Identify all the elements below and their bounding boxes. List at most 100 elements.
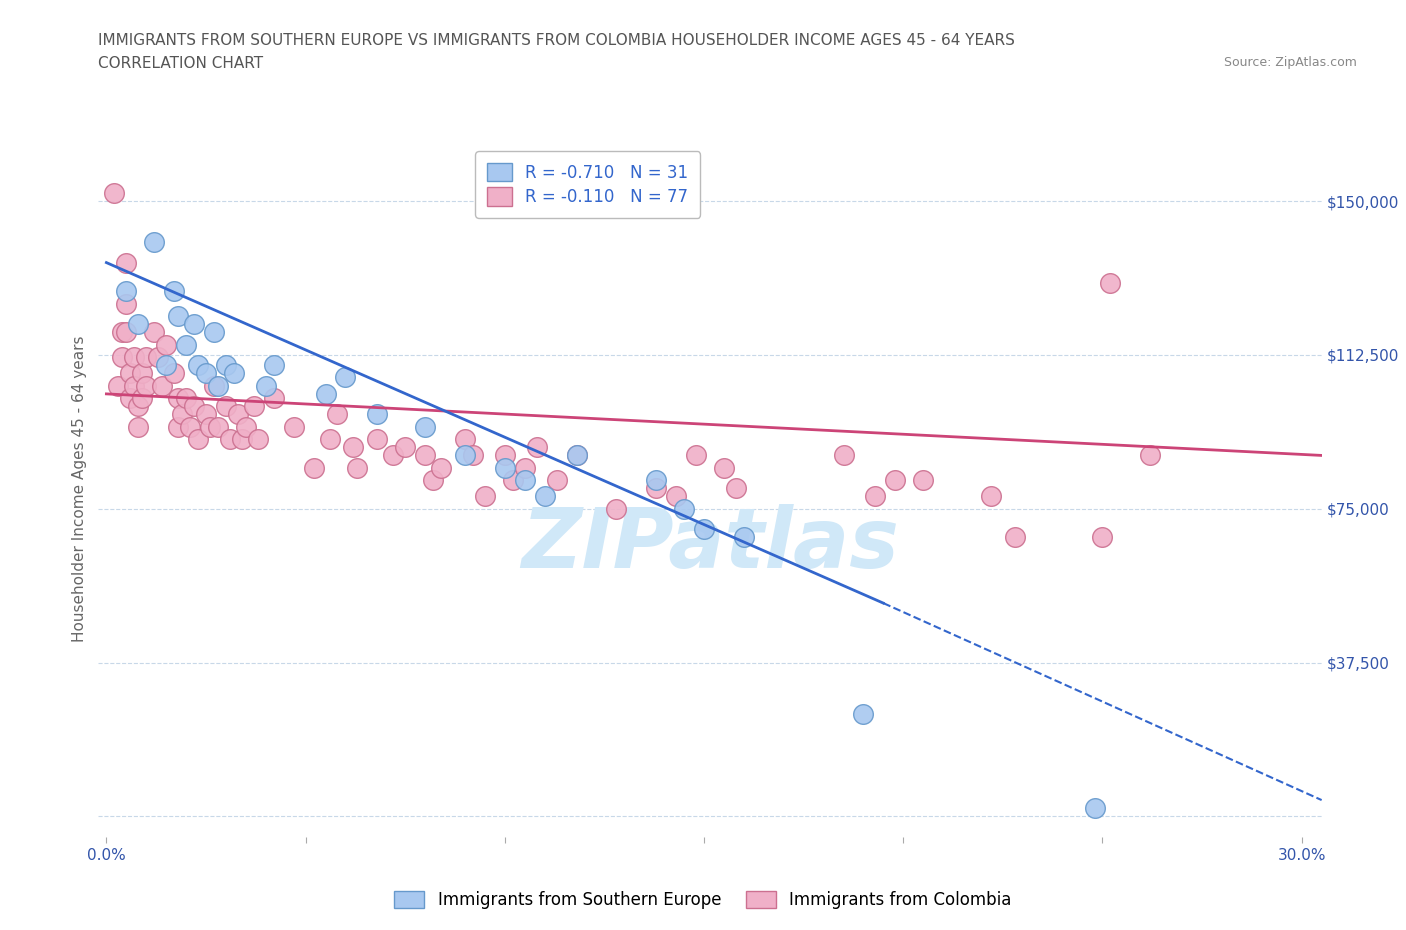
Point bbox=[155, 338, 177, 352]
Point bbox=[422, 472, 444, 487]
Point bbox=[183, 399, 205, 414]
Point bbox=[526, 440, 548, 455]
Point bbox=[183, 317, 205, 332]
Point bbox=[107, 379, 129, 393]
Point bbox=[111, 325, 134, 339]
Point bbox=[685, 448, 707, 463]
Point bbox=[494, 448, 516, 463]
Point bbox=[195, 407, 218, 422]
Point bbox=[143, 325, 166, 339]
Point bbox=[124, 350, 146, 365]
Point bbox=[215, 358, 238, 373]
Point bbox=[366, 407, 388, 422]
Point bbox=[832, 448, 855, 463]
Point bbox=[673, 501, 696, 516]
Point bbox=[565, 448, 588, 463]
Point bbox=[430, 460, 453, 475]
Point bbox=[366, 432, 388, 446]
Point bbox=[135, 350, 157, 365]
Point bbox=[645, 481, 668, 496]
Y-axis label: Householder Income Ages 45 - 64 years: Householder Income Ages 45 - 64 years bbox=[72, 335, 87, 642]
Point bbox=[645, 472, 668, 487]
Point bbox=[605, 501, 627, 516]
Point bbox=[263, 391, 285, 405]
Point bbox=[174, 338, 197, 352]
Point bbox=[115, 255, 138, 270]
Point bbox=[346, 460, 368, 475]
Point bbox=[115, 284, 138, 299]
Point bbox=[167, 391, 190, 405]
Point bbox=[195, 365, 218, 380]
Point bbox=[115, 325, 138, 339]
Point bbox=[219, 432, 242, 446]
Point bbox=[454, 432, 477, 446]
Legend: Immigrants from Southern Europe, Immigrants from Colombia: Immigrants from Southern Europe, Immigra… bbox=[385, 883, 1021, 917]
Point bbox=[124, 379, 146, 393]
Point bbox=[143, 234, 166, 249]
Point bbox=[115, 296, 138, 311]
Point bbox=[120, 391, 142, 405]
Text: Source: ZipAtlas.com: Source: ZipAtlas.com bbox=[1223, 56, 1357, 69]
Point bbox=[148, 350, 170, 365]
Point bbox=[243, 399, 266, 414]
Point bbox=[127, 317, 149, 332]
Point bbox=[150, 379, 173, 393]
Point bbox=[163, 284, 186, 299]
Point bbox=[454, 448, 477, 463]
Point bbox=[342, 440, 364, 455]
Point bbox=[226, 407, 249, 422]
Point bbox=[315, 387, 337, 402]
Point bbox=[215, 399, 238, 414]
Point bbox=[198, 419, 221, 434]
Point bbox=[235, 419, 257, 434]
Point bbox=[382, 448, 405, 463]
Point bbox=[394, 440, 416, 455]
Point bbox=[207, 379, 229, 393]
Point bbox=[565, 448, 588, 463]
Point bbox=[884, 472, 907, 487]
Point bbox=[167, 419, 190, 434]
Point bbox=[413, 448, 436, 463]
Point bbox=[167, 309, 190, 324]
Point bbox=[155, 358, 177, 373]
Point bbox=[713, 460, 735, 475]
Point bbox=[461, 448, 484, 463]
Text: ZIPatlas: ZIPatlas bbox=[522, 503, 898, 585]
Legend: R = -0.710   N = 31, R = -0.110   N = 77: R = -0.710 N = 31, R = -0.110 N = 77 bbox=[475, 152, 700, 218]
Point bbox=[326, 407, 349, 422]
Point bbox=[187, 358, 209, 373]
Point bbox=[1139, 448, 1161, 463]
Point bbox=[111, 350, 134, 365]
Point bbox=[852, 707, 875, 722]
Point bbox=[179, 419, 201, 434]
Point bbox=[912, 472, 935, 487]
Point bbox=[513, 472, 536, 487]
Point bbox=[1083, 801, 1105, 816]
Point bbox=[254, 379, 277, 393]
Point bbox=[207, 419, 229, 434]
Point bbox=[231, 432, 253, 446]
Point bbox=[263, 358, 285, 373]
Point bbox=[1004, 530, 1026, 545]
Point bbox=[127, 399, 149, 414]
Point bbox=[980, 489, 1002, 504]
Point bbox=[202, 325, 225, 339]
Point bbox=[693, 522, 716, 537]
Point bbox=[103, 185, 125, 200]
Point bbox=[127, 419, 149, 434]
Point bbox=[202, 379, 225, 393]
Point bbox=[502, 472, 524, 487]
Text: CORRELATION CHART: CORRELATION CHART bbox=[98, 56, 263, 71]
Point bbox=[174, 391, 197, 405]
Point bbox=[413, 419, 436, 434]
Point bbox=[246, 432, 269, 446]
Point bbox=[533, 489, 555, 504]
Point bbox=[318, 432, 340, 446]
Point bbox=[131, 365, 153, 380]
Point bbox=[546, 472, 568, 487]
Point bbox=[1099, 275, 1122, 290]
Point bbox=[665, 489, 688, 504]
Point bbox=[724, 481, 747, 496]
Point bbox=[283, 419, 305, 434]
Point bbox=[1091, 530, 1114, 545]
